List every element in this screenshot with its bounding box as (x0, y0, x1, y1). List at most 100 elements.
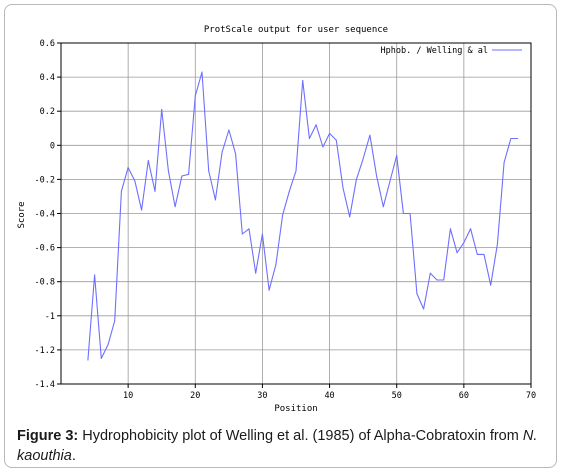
axes (57, 42, 532, 388)
data-point (181, 175, 183, 177)
data-point (248, 228, 250, 230)
data-point (308, 138, 310, 139)
y-axis-label: Score (17, 201, 27, 228)
data-point (127, 167, 129, 168)
data-point (349, 216, 351, 218)
data-point (355, 178, 357, 180)
data-point (154, 190, 156, 192)
data-point (503, 161, 505, 163)
data-point (141, 209, 143, 211)
data-point (443, 279, 445, 281)
data-point (174, 206, 176, 208)
data-point (409, 213, 411, 214)
data-point (214, 199, 216, 201)
y-tick-label: -0.4 (35, 210, 55, 220)
y-tick-label: 0.2 (40, 107, 55, 117)
x-tick-label: 40 (324, 391, 334, 401)
y-tick-label: -0.2 (35, 175, 55, 185)
caption-species: N. kaouthia (17, 428, 538, 464)
data-point (208, 170, 210, 172)
data-point (389, 180, 391, 182)
data-point (188, 173, 190, 175)
hydrophobicity-chart: ProtScale output for user sequence 0.60.… (17, 25, 537, 414)
data-point (241, 233, 243, 235)
chart-title: ProtScale output for user sequence (204, 25, 388, 35)
caption-label: Figure 3: (17, 428, 79, 444)
y-tick-label: -0.8 (35, 278, 55, 288)
data-point (94, 274, 96, 276)
legend-label: Hphob. / Welling & al (381, 46, 488, 56)
x-tick-label: 50 (392, 391, 402, 401)
data-point (100, 357, 102, 359)
data-point (261, 233, 263, 235)
legend: Hphob. / Welling & al (381, 46, 522, 56)
y-tick-label: 0 (50, 141, 55, 151)
data-point (470, 228, 472, 230)
data-point (194, 95, 196, 97)
data-point (147, 160, 149, 162)
caption-end: . (71, 448, 76, 464)
data-point (517, 138, 519, 139)
tick-labels: 0.6 0.4 0.2 0 -0.2 -0.4 -0.6 -0.8 -1 -1.2 -1.4 10 20… (35, 39, 537, 401)
x-axis-label: Position (274, 404, 317, 414)
x-tick-label: 20 (190, 391, 200, 401)
series-line (87, 71, 518, 361)
figure-frame (4, 4, 557, 468)
data-point (87, 359, 89, 361)
data-point (120, 190, 122, 192)
data-point (268, 289, 270, 291)
y-tick-label: 0.6 (40, 39, 55, 49)
y-tick-label: 0.4 (40, 73, 55, 83)
data-point (161, 109, 163, 110)
data-point (362, 158, 364, 160)
caption-text: Hydrophobicity plot of Welling et al. (1… (78, 428, 523, 444)
data-point (255, 272, 257, 274)
data-point (235, 153, 237, 155)
y-tick-label: -1 (45, 312, 55, 322)
data-point (114, 320, 116, 322)
data-point (295, 170, 297, 172)
data-point (221, 151, 223, 153)
y-tick-label: -0.6 (35, 244, 55, 254)
data-point (463, 242, 465, 243)
x-tick-label: 60 (459, 391, 469, 401)
data-point (416, 293, 418, 295)
data-point (402, 213, 404, 214)
x-tick-label: 10 (123, 391, 133, 401)
data-point (510, 138, 512, 139)
data-point (496, 243, 498, 245)
data-point (382, 206, 384, 208)
x-tick-label: 30 (257, 391, 267, 401)
data-point (483, 253, 485, 255)
data-point (423, 308, 425, 310)
x-tick-label: 70 (526, 391, 536, 401)
data-point (456, 252, 458, 254)
data-point (429, 272, 431, 274)
figure-caption: Figure 3: Hydrophobicity plot of Welling… (17, 426, 552, 466)
data-point (396, 155, 398, 156)
data-point (476, 253, 478, 255)
data-point (228, 129, 230, 131)
data-point (490, 284, 492, 286)
data-point (167, 170, 169, 172)
data-point (449, 228, 451, 230)
series-points (87, 71, 519, 361)
plot-lines (87, 71, 519, 361)
data-point (322, 146, 324, 148)
data-point (288, 190, 290, 192)
y-tick-label: -1.4 (35, 380, 55, 390)
data-point (107, 344, 109, 346)
data-point (329, 132, 331, 134)
data-point (369, 134, 371, 136)
grid-lines (61, 42, 532, 385)
data-point (282, 214, 284, 216)
data-point (275, 264, 277, 266)
data-point (335, 139, 337, 141)
y-tick-label: -1.2 (35, 346, 55, 356)
data-point (436, 279, 438, 281)
data-point (376, 175, 378, 177)
data-point (302, 80, 304, 81)
data-point (134, 180, 136, 182)
plot-area-border (60, 42, 532, 385)
data-point (315, 124, 317, 126)
